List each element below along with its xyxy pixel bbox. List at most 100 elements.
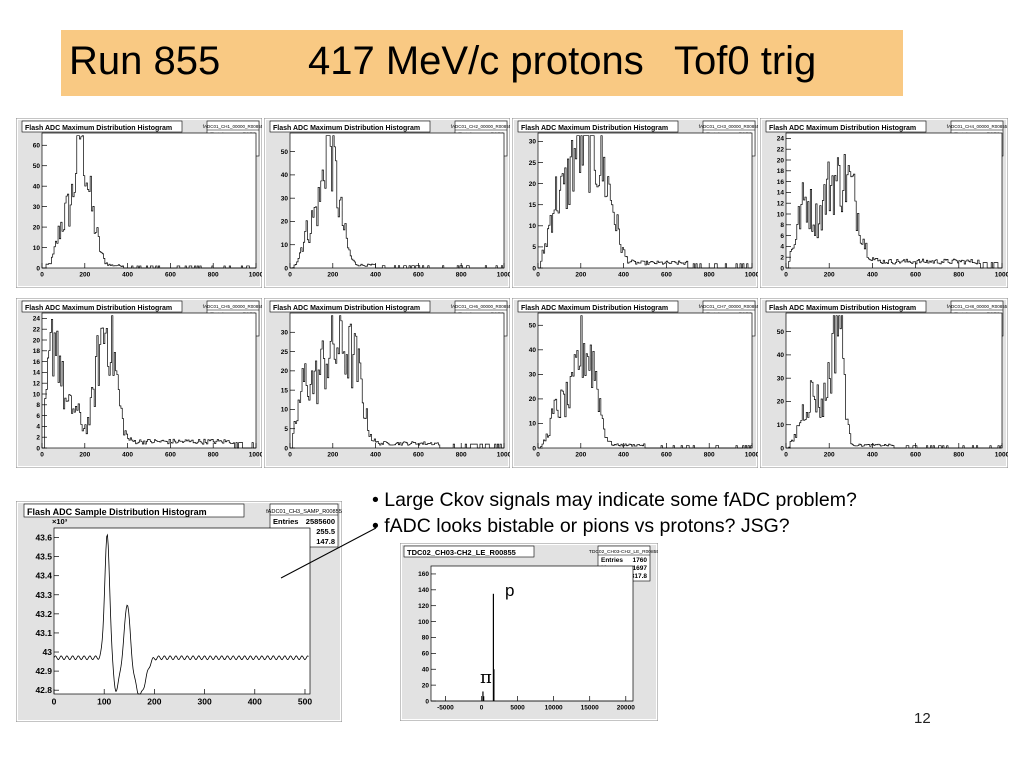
- x-tick-label: 800: [208, 272, 219, 279]
- y-tick-label: 20: [33, 224, 41, 231]
- bullet-list: • Large Ckov signals may indicate some f…: [372, 487, 857, 539]
- x-tick-label: 400: [370, 272, 381, 279]
- x-tick-label: 400: [867, 272, 878, 279]
- y-tick-label: 30: [777, 375, 785, 382]
- y-tick-label: 10: [777, 422, 785, 429]
- y-tick-label: 20: [529, 396, 537, 403]
- y-tick-label: 14: [777, 190, 785, 197]
- x-tick-label: 0: [536, 452, 540, 459]
- y-tick-label: 40: [422, 667, 430, 674]
- y-tick-label: 50: [777, 329, 785, 336]
- y-tick-label: 30: [529, 372, 537, 379]
- y-tick-label: 50: [281, 149, 289, 156]
- x-tick-label: 200: [327, 452, 338, 459]
- x-tick-label: 400: [122, 452, 133, 459]
- y-tick-label: 42.8: [35, 685, 52, 695]
- y-tick-label: 20: [529, 181, 537, 188]
- y-tick-label: 16: [33, 359, 41, 366]
- y-tick-label: 10: [777, 211, 785, 218]
- title-box-bg: [765, 120, 927, 133]
- y-tick-label: 20: [281, 219, 289, 226]
- stats-name: TDC02_CH03-CH2_LE_R00855: [589, 549, 658, 555]
- callout-line: [280, 527, 377, 579]
- title-box-bg: [517, 120, 679, 133]
- y-tick-label: 0: [284, 265, 288, 272]
- title-box-bg: [403, 545, 535, 558]
- stats-value-rms: 317.8: [631, 573, 648, 580]
- x-tick-label: 400: [248, 697, 262, 707]
- y-tick-label: 10: [529, 223, 537, 230]
- x-tick-label: 200: [824, 272, 835, 279]
- tdc-histogram-panel: TDC02_CH03-CH2_LE_R00855 TDC02_CH03-CH2_L…: [400, 543, 658, 721]
- stats-value-mean: 1697: [633, 565, 648, 572]
- histogram-panel-5: Flash ADC Maximum Distribution Histogram…: [16, 298, 262, 468]
- y-tick-label: 12: [777, 200, 785, 207]
- bullet-1: • Large Ckov signals may indicate some f…: [372, 489, 857, 511]
- stats-name: fADC01_CH7_00000_R00855: [699, 304, 758, 309]
- y-tick-label: 20: [777, 157, 785, 164]
- y-tick-label: 43.4: [35, 571, 52, 581]
- plot-area: [537, 312, 753, 449]
- stats-name: fADC01_CH4_00000_R00855: [947, 124, 1008, 129]
- y-tick-label: 60: [422, 651, 430, 658]
- stats-name: fADC01_CH2_00000_R00855: [451, 124, 510, 129]
- histogram-title: Flash ADC Maximum Distribution Histogram: [521, 125, 668, 132]
- y-tick-label: 20: [422, 682, 430, 689]
- histogram-title: TDC02_CH03-CH2_LE_R00855: [407, 548, 516, 557]
- plot-area: [785, 132, 1003, 269]
- y-tick-label: 12: [33, 380, 41, 387]
- y-tick-label: 80: [422, 635, 430, 642]
- y-tick-label: 2: [36, 434, 40, 441]
- y-tick-label: 25: [529, 160, 537, 167]
- x-tick-label: 600: [413, 452, 424, 459]
- stats-value-mean: 255.5: [316, 527, 335, 536]
- y-tick-label: 24: [777, 136, 785, 143]
- stats-name: fADC01_CH3_00000_R00855: [699, 124, 758, 129]
- plot-area: [785, 312, 1003, 449]
- title-box-bg: [21, 300, 183, 313]
- histogram-panel-7: Flash ADC Maximum Distribution Histogram…: [512, 298, 758, 468]
- x-tick-label: 200: [575, 272, 586, 279]
- x-tick-label: 1000: [497, 452, 510, 459]
- stats-name: fADC01_CH6_00000_R00855: [451, 304, 510, 309]
- y-tick-label: 5: [532, 244, 536, 251]
- plot-area: [537, 132, 753, 269]
- x-tick-label: 400: [122, 272, 133, 279]
- y-tick-label: 30: [529, 139, 537, 146]
- y-tick-label: 16: [777, 179, 785, 186]
- y-tick-label: 40: [529, 347, 537, 354]
- x-tick-label: 1000: [745, 452, 758, 459]
- y-tick-label: 15: [281, 387, 289, 394]
- x-tick-label: 600: [165, 272, 176, 279]
- y-tick-label: 43.5: [35, 552, 52, 562]
- title-box-bg: [269, 120, 431, 133]
- y-exponent-label: ×10³: [52, 517, 68, 526]
- x-tick-label: 800: [953, 452, 964, 459]
- x-tick-label: 200: [327, 272, 338, 279]
- title-box-bg: [269, 300, 431, 313]
- y-tick-label: 43.2: [35, 609, 52, 619]
- x-tick-label: 600: [910, 452, 921, 459]
- histogram-title: Flash ADC Maximum Distribution Histogram: [273, 125, 420, 132]
- slide-title: Run 855 417 MeV/c protons Tof0 trig: [61, 30, 903, 96]
- x-tick-label: 600: [910, 272, 921, 279]
- histogram-title: Flash ADC Maximum Distribution Histogram: [25, 305, 172, 312]
- x-tick-label: 600: [413, 272, 424, 279]
- x-tick-label: 800: [953, 272, 964, 279]
- stats-label-entries: Entries: [273, 517, 298, 526]
- y-tick-label: 10: [281, 407, 289, 414]
- title-box-bg: [517, 300, 679, 313]
- histogram-title: Flash ADC Sample Distribution Histogram: [27, 507, 207, 517]
- pion-label: π: [480, 667, 492, 688]
- y-tick-label: 6: [780, 233, 784, 240]
- x-tick-label: 15000: [581, 705, 599, 712]
- y-tick-label: 22: [33, 326, 41, 333]
- histogram-title: Flash ADC Maximum Distribution Histogram: [769, 305, 916, 312]
- x-tick-label: 0: [536, 272, 540, 279]
- y-tick-label: 10: [33, 391, 41, 398]
- stats-name: fADC01_CH8_00000_R00855: [947, 304, 1008, 309]
- title-beam: 417 MeV/c protons: [308, 39, 644, 83]
- plot-area: [41, 132, 257, 269]
- x-tick-label: 400: [370, 452, 381, 459]
- x-tick-label: 600: [165, 452, 176, 459]
